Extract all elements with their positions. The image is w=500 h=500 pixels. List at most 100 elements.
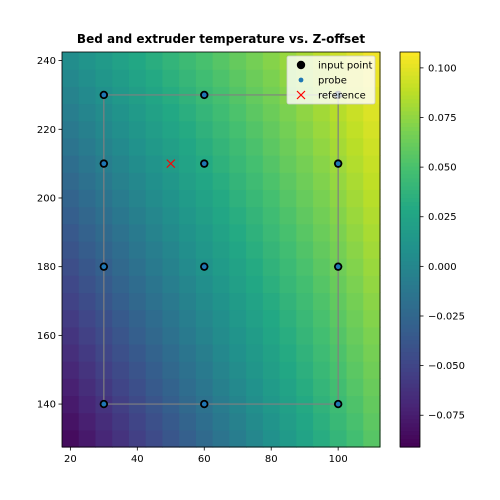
heatmap-cell: [279, 429, 297, 448]
heatmap-cell: [195, 52, 214, 70]
colorbar-segment: [400, 91, 420, 97]
heatmap-cell: [145, 240, 164, 259]
heatmap-cell: [296, 240, 314, 259]
reference-marker: [166, 159, 176, 169]
heatmap-cell: [78, 429, 97, 448]
heatmap-cell: [229, 378, 247, 397]
legend-marker-reference: [296, 90, 306, 100]
heatmap-cell: [62, 258, 80, 276]
heatmap-cell: [279, 172, 297, 190]
heatmap-cell: [62, 429, 80, 448]
heatmap-cell: [346, 292, 364, 311]
heatmap-cell: [145, 69, 164, 87]
heatmap-cell: [346, 189, 364, 208]
heatmap-cell: [179, 429, 197, 448]
heatmap-cell: [279, 412, 297, 431]
heatmap-cell: [346, 429, 364, 448]
colorbar-segment: [400, 360, 420, 365]
heatmap-cell: [279, 292, 297, 311]
colorbar-segment: [400, 99, 420, 104]
colorbar-segment: [400, 324, 420, 330]
heatmap-cell: [162, 258, 180, 276]
heatmap-cell: [128, 309, 147, 328]
heatmap-cell: [212, 155, 230, 173]
colorbar-segment: [400, 328, 420, 334]
heatmap-cell: [279, 343, 297, 362]
heatmap-cell: [229, 309, 247, 328]
heatmap-cell: [229, 103, 247, 122]
heatmap-cell: [313, 275, 331, 294]
y-tick-label: 160: [37, 331, 56, 342]
heatmap-cell: [145, 155, 164, 173]
heatmap-cell: [313, 361, 331, 379]
colorbar-tick-label: −0.050: [428, 361, 465, 372]
colorbar-segment: [400, 371, 420, 377]
heatmap-cell: [313, 326, 331, 345]
heatmap-cell: [112, 155, 130, 173]
legend-box: [286, 55, 376, 105]
colorbar-segment: [400, 162, 420, 168]
heatmap-cell: [78, 172, 97, 190]
colorbar-segment: [400, 431, 420, 436]
reference-stroke: [296, 90, 306, 100]
heatmap-cell: [229, 429, 247, 448]
heatmap-cell: [179, 378, 197, 397]
heatmap-cell: [229, 275, 247, 294]
heatmap-cell: [212, 378, 230, 397]
heatmap-cell: [112, 137, 130, 156]
heatmap-cell: [78, 309, 97, 328]
heatmap-cell: [195, 189, 214, 208]
heatmap-cell: [162, 52, 180, 70]
heatmap-cell: [246, 343, 264, 362]
heatmap-cell: [62, 103, 80, 122]
heatmap-cell: [179, 189, 197, 208]
colorbar-segment: [400, 296, 420, 302]
heatmap-cell: [145, 378, 164, 397]
heatmap-cell: [212, 172, 230, 190]
colorbar-segment: [400, 289, 420, 294]
colorbar-segment: [400, 336, 420, 341]
heatmap-cell: [145, 429, 164, 448]
chart-title: Bed and extruder temperature vs. Z-offse…: [77, 32, 365, 46]
heatmap-cell: [179, 343, 197, 362]
heatmap-cell: [246, 206, 264, 225]
heatmap-cell: [112, 309, 130, 328]
colorbar-segment: [400, 443, 420, 448]
colorbar-segment: [400, 174, 420, 179]
heatmap-cell: [162, 292, 180, 311]
heatmap-cell: [112, 378, 130, 397]
colorbar-segment: [400, 210, 420, 215]
heatmap-cell: [179, 326, 197, 345]
colorbar-segment: [400, 368, 420, 373]
probe-point: [335, 264, 341, 270]
colorbar-segment: [400, 55, 420, 61]
heatmap-cell: [229, 120, 247, 139]
heatmap-cell: [262, 343, 281, 362]
heatmap-cell: [212, 309, 230, 328]
heatmap-cell: [279, 137, 297, 156]
heatmap-cell: [296, 189, 314, 208]
heatmap-cell: [162, 172, 180, 190]
heatmap-cell: [179, 361, 197, 379]
heatmap-cell: [145, 172, 164, 190]
heatmap-cell: [246, 172, 264, 190]
heatmap-cell: [62, 343, 80, 362]
heatmap-cell: [78, 52, 97, 70]
heatmap-cell: [195, 172, 214, 190]
heatmap-cell: [62, 240, 80, 259]
heatmap-cell: [346, 206, 364, 225]
heatmap-cell: [195, 240, 214, 259]
heatmap-cell: [212, 275, 230, 294]
heatmap-cell: [346, 240, 364, 259]
heatmap-cell: [78, 395, 97, 414]
heatmap-cell: [363, 223, 381, 242]
legend: input point probe reference: [286, 55, 376, 105]
y-tick-label: 240: [37, 56, 56, 67]
heatmap-cell: [78, 275, 97, 294]
heatmap-cell: [128, 189, 147, 208]
heatmap-cell: [62, 206, 80, 225]
heatmap-cell: [145, 206, 164, 225]
heatmap-cell: [262, 120, 281, 139]
heatmap-cell: [195, 378, 214, 397]
heatmap-cell: [363, 258, 381, 276]
